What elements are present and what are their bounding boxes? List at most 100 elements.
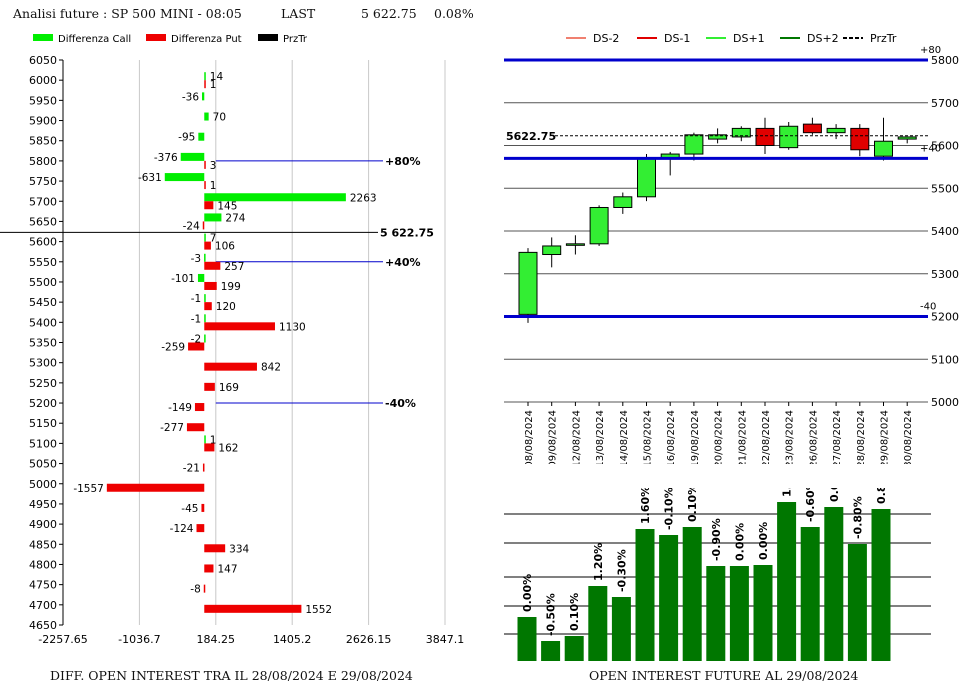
call-value-label-5500: -101 (171, 273, 195, 285)
header-bar: Analisi future : SP 500 MINI - 08:05 LAS… (0, 0, 965, 30)
put-bar-5800 (204, 160, 206, 169)
put-value-label-5400: 1130 (279, 321, 306, 333)
put-bar-5150 (186, 423, 205, 432)
x-tick-label-9: 21/08/2024 (737, 410, 748, 464)
put-value-label-5750: 1 (210, 180, 217, 192)
put-value-label-5050: -21 (183, 463, 200, 475)
call-bar-5500 (197, 273, 205, 282)
call-value-label-5100: 1 (210, 434, 217, 446)
oi-bar-11 (777, 502, 797, 661)
oi-bar-2 (564, 636, 584, 661)
last-value: 5 622.75 (361, 6, 417, 21)
oi-bar-4 (611, 597, 631, 661)
put-value-label-5200: -149 (168, 402, 192, 414)
candle-body-3 (589, 206, 609, 245)
call-bar-5100 (204, 435, 206, 444)
y-tick-label-5300: 5300 (931, 268, 959, 281)
y-tick-label-5100: 5100 (931, 353, 959, 366)
call-value-label-5800: -376 (154, 152, 178, 164)
legend-swatch-2 (258, 34, 278, 41)
y-tick-label-5950: 5950 (29, 94, 57, 107)
put-value-label-5000: -1557 (73, 483, 104, 495)
put-bar-5200 (194, 403, 205, 412)
candle-body-1 (542, 245, 562, 256)
x-tick-label-3: 1405.2 (273, 633, 312, 646)
put-bar-4950 (201, 503, 205, 512)
oi-bar-label-5: 1.60% (639, 488, 652, 524)
call-value-label-5450: -1 (191, 293, 201, 305)
put-bar-5750 (204, 181, 206, 190)
legend-label-2: DS+1 (733, 32, 765, 45)
y-tick-label-5200: 5200 (931, 311, 959, 324)
x-tick-label-12: 26/08/2024 (808, 410, 819, 464)
put-bar-5550 (204, 261, 221, 270)
level-line-label-0: +80 (920, 45, 941, 56)
y-tick-label-5500: 5500 (29, 276, 57, 289)
y-tick-label-5700: 5700 (931, 97, 959, 110)
x-tick-label-8: 20/08/2024 (714, 410, 725, 464)
legend-swatch-1 (146, 34, 166, 41)
y-tick-label-4950: 4950 (29, 498, 57, 511)
oi-bar-1 (541, 641, 561, 661)
y-tick-label-5600: 5600 (931, 140, 959, 153)
oi-bar-label-3: 1.20% (592, 543, 605, 581)
oi-bar-6 (659, 535, 679, 661)
call-bar-5950 (202, 92, 205, 101)
put-value-label-4950: -45 (181, 503, 198, 515)
put-bar-5100 (204, 443, 215, 452)
put-bar-5400 (204, 322, 275, 331)
put-value-label-5300: 842 (261, 362, 281, 374)
x-tick-label-15: 29/08/2024 (880, 410, 891, 464)
call-bar-5450 (204, 294, 206, 303)
price-line-label: 5 622.75 (380, 226, 434, 239)
put-bar-4850 (204, 544, 226, 553)
oi-bar-label-14: -0.80% (851, 496, 864, 539)
put-value-label-4700: 1552 (305, 604, 332, 616)
level-line-label-0: +80% (385, 155, 421, 168)
y-tick-label-4700: 4700 (29, 599, 57, 612)
open-interest-diff-chart: Differenza Call Differenza Put PrzTr -2257.… (0, 34, 465, 646)
x-tick-label-1: 09/08/2024 (548, 410, 559, 464)
put-value-label-5100: 162 (218, 442, 238, 454)
legend-label-0: Differenza Call (58, 34, 131, 45)
y-tick-label-5000: 5000 (29, 478, 57, 491)
put-value-label-5350: -259 (161, 342, 185, 354)
call-value-label-5850: -95 (178, 132, 195, 144)
call-bar-5850 (198, 132, 205, 141)
candle-body-13 (826, 127, 846, 134)
y-tick-label-5100: 5100 (29, 437, 57, 450)
oi-bar-label-10: 0.00% (757, 522, 770, 560)
put-bar-5350 (188, 342, 205, 351)
y-tick-label-4750: 4750 (29, 579, 57, 592)
oi-bar-12 (800, 527, 820, 661)
x-tick-label-5: 15/08/2024 (643, 410, 654, 464)
y-tick-label-5400: 5400 (931, 225, 959, 238)
call-bar-5600 (204, 233, 206, 242)
y-tick-label-5500: 5500 (931, 182, 959, 195)
legend-label-4: PrzTr (870, 32, 897, 45)
call-value-label-6000: 14 (210, 71, 224, 83)
legend-swatch-0 (33, 34, 53, 41)
oi-bar-9 (729, 566, 749, 661)
x-tick-label-7: 19/08/2024 (690, 410, 701, 464)
level-line-label-1: +40% (385, 256, 421, 269)
call-bar-5650 (204, 213, 222, 222)
y-tick-label-4650: 4650 (29, 619, 57, 632)
x-tick-label-4: 2626.15 (346, 633, 392, 646)
x-tick-label-5: 3847.1 (426, 633, 465, 646)
x-tick-label-3: 13/08/2024 (595, 410, 606, 464)
oi-bar-label-4: -0.30% (615, 549, 628, 592)
call-value-label-5400: -1 (191, 313, 201, 325)
legend-label-3: DS+2 (807, 32, 839, 45)
candle-body-8 (708, 134, 728, 140)
y-tick-label-4800: 4800 (29, 558, 57, 571)
call-bar-5900 (204, 112, 209, 121)
candle-body-0 (518, 251, 538, 315)
x-tick-label-10: 22/08/2024 (761, 410, 772, 464)
put-value-label-5550: 257 (224, 261, 244, 273)
y-tick-label-5900: 5900 (29, 115, 57, 128)
put-value-label-5450: 120 (216, 301, 236, 313)
x-tick-label-0: -2257.65 (38, 633, 87, 646)
y-tick-label-5200: 5200 (29, 397, 57, 410)
left-chart-caption: DIFF. OPEN INTEREST TRA IL 28/08/2024 E … (50, 668, 413, 683)
